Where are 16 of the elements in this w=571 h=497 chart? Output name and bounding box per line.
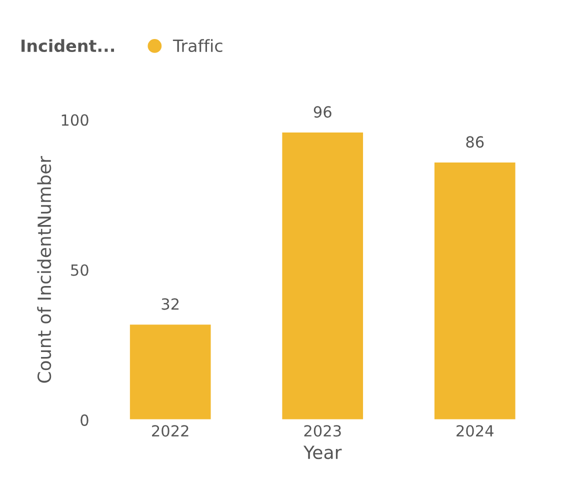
x-axis-title: Year: [303, 446, 342, 460]
data-label: 86: [466, 136, 484, 148]
data-label: 32: [162, 298, 179, 310]
x-tick-label: 2022: [152, 425, 188, 437]
data-label: 96: [314, 106, 332, 118]
x-tick-label: 2024: [456, 425, 494, 437]
y-tick-label: 100: [62, 114, 88, 126]
legend-title: Incident...: [22, 39, 114, 52]
bar: [128, 323, 212, 420]
y-axis-title: Count of IncidentNumber: [37, 156, 52, 383]
bar: [433, 161, 517, 420]
legend-label: Traffic: [172, 39, 222, 52]
y-tick-label: 50: [71, 264, 88, 276]
x-tick-label: 2023: [304, 425, 341, 437]
bar: [280, 131, 364, 420]
y-tick-label: 0: [80, 414, 88, 426]
